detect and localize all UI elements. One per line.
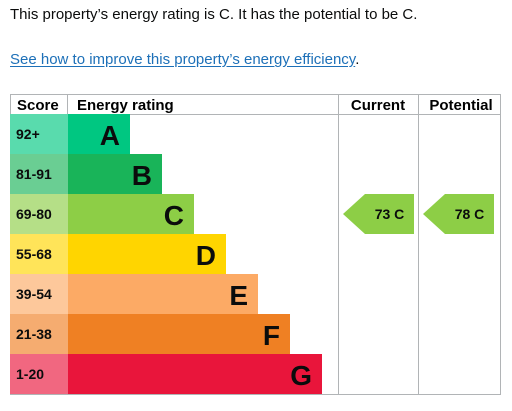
rating-bands: 92+ A 81-91 B 69-80 C 55-68 D 39-54 E 21-38 F 1-20 G <box>10 114 322 394</box>
header-current: Current <box>351 97 405 114</box>
score-range-c: 69-80 <box>16 206 52 222</box>
rating-letter-a: A <box>100 120 120 151</box>
rating-bar-e <box>68 274 258 314</box>
potential-rating-label: 78 C <box>455 206 485 222</box>
rating-letter-c: C <box>164 200 184 231</box>
rating-bar-b <box>68 154 162 194</box>
header-energy-rating: Energy rating <box>77 97 174 114</box>
score-cell-d <box>10 234 68 274</box>
link-trailing-period: . <box>355 51 360 68</box>
score-range-b: 81-91 <box>16 166 52 182</box>
energy-rating-summary: This property’s energy rating is C. It h… <box>10 6 418 23</box>
score-cell-b <box>10 154 68 194</box>
score-range-g: 1-20 <box>16 366 44 382</box>
improve-energy-efficiency-link[interactable]: See how to improve this property’s energ… <box>10 51 356 68</box>
rating-indicators: 73 C 78 C <box>343 194 494 234</box>
rating-letter-e: E <box>229 280 248 311</box>
rating-bar-f <box>68 314 290 354</box>
score-range-a: 92+ <box>16 126 40 142</box>
score-range-e: 39-54 <box>16 286 52 302</box>
rating-bar-c <box>68 194 194 234</box>
rating-bar-g <box>68 354 322 394</box>
score-cell-a <box>10 114 68 154</box>
score-cell-c <box>10 194 68 234</box>
rating-letter-g: G <box>290 360 312 391</box>
rating-letter-d: D <box>196 240 216 271</box>
rating-letter-b: B <box>132 160 152 191</box>
current-rating-label: 73 C <box>375 206 405 222</box>
score-cell-f <box>10 314 68 354</box>
rating-letter-f: F <box>263 320 280 351</box>
current-rating-arrow <box>343 194 414 234</box>
score-cell-g <box>10 354 68 394</box>
score-cell-e <box>10 274 68 314</box>
header-score: Score <box>17 97 59 114</box>
header-potential: Potential <box>429 97 492 114</box>
score-range-f: 21-38 <box>16 326 52 342</box>
improve-link-paragraph: See how to improve this property’s energ… <box>10 51 359 68</box>
potential-rating-arrow <box>423 194 494 234</box>
rating-bar-d <box>68 234 226 274</box>
rating-bar-a <box>68 114 130 154</box>
score-range-d: 55-68 <box>16 246 52 262</box>
